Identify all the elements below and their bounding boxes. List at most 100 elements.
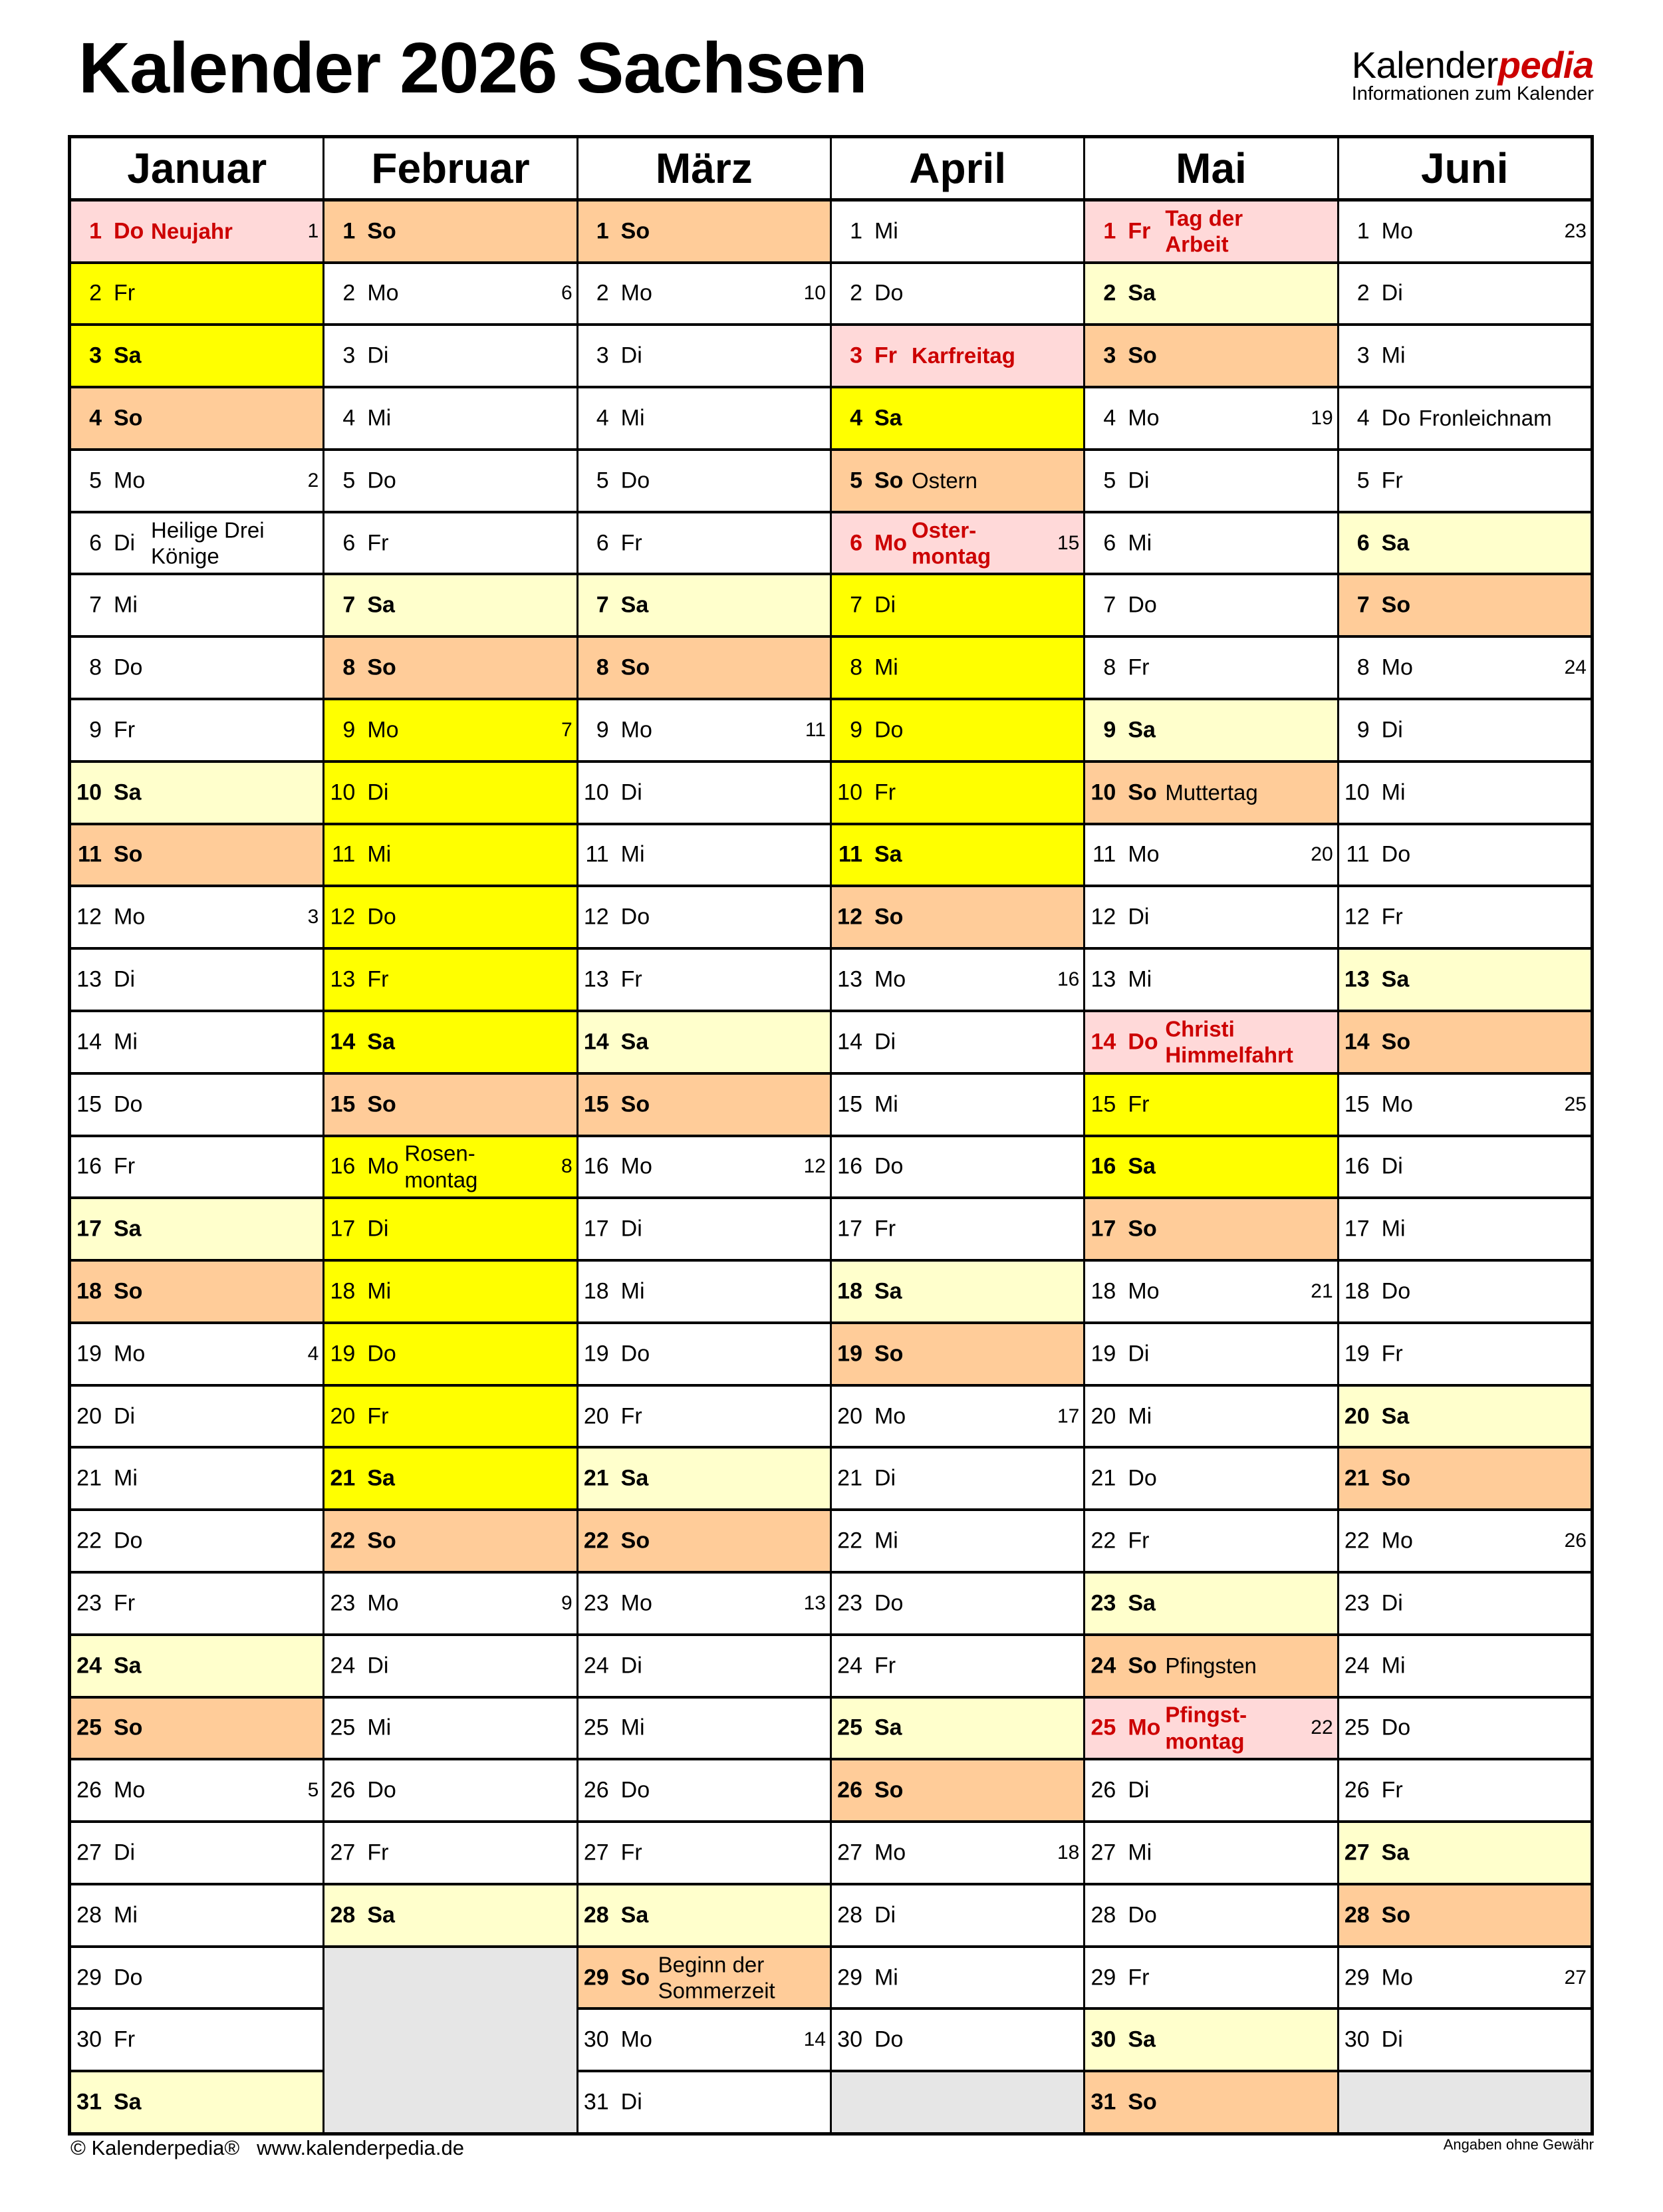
week-number: 3 [307,906,319,928]
day-note: Christi Himmelfahrt [1165,1016,1293,1067]
day-number: 27 [1090,1840,1116,1866]
weekday: Do [1381,841,1411,867]
weekday: Di [114,530,136,556]
day-cell: 19 Do [324,1323,576,1387]
day-number: 13 [76,966,102,992]
weekday: Sa [114,779,142,805]
day-cell: 16 Sa [1085,1137,1337,1200]
day-cell: 30 Fr [71,2010,323,2073]
day-cell: 5 So Ostern [831,450,1084,513]
weekday: Mi [874,654,898,680]
day-number: 8 [89,654,102,680]
day-number: 19 [1090,1341,1116,1367]
day-number: 7 [850,592,862,618]
weekday: So [367,1528,396,1554]
day-number: 15 [1344,1091,1370,1117]
day-cell: 6 Sa [1339,513,1591,576]
day-number: 18 [76,1278,102,1304]
day-cell: 12 Fr [1339,887,1591,950]
day-number: 26 [837,1777,862,1803]
day-number: 30 [837,2026,862,2052]
day-number: 19 [76,1341,102,1367]
day-cell: 9 Do [831,700,1084,763]
day-cell: 27 Fr [324,1823,576,1885]
month-column: Juni 1 Mo 23 2 Di 3 Mi 4 Do Fronleichnam 5 Fr 6 Sa 7 So 8… [1339,138,1591,2132]
day-cell: 8 Mo 24 [1339,638,1591,701]
day-cell: 4 Mi [578,388,830,451]
day-number: 26 [1090,1777,1116,1803]
weekday: Di [367,1216,389,1242]
weekday: Mi [1381,779,1406,805]
day-cell: 30 Sa [1085,2010,1337,2073]
day-number: 17 [76,1216,102,1242]
day-number: 22 [1344,1528,1370,1554]
weekday: Mi [1128,1403,1152,1429]
day-number: 25 [76,1715,102,1740]
day-number: 11 [78,841,102,867]
day-number: 25 [1344,1715,1370,1740]
day-cell: 10 So Muttertag [1085,762,1337,825]
day-cell: 18 Mi [578,1262,830,1324]
day-cell: 12 Mo 3 [71,887,323,950]
day-number: 9 [596,717,609,743]
weekday: Sa [1128,2026,1156,2052]
day-cell: 27 Di [71,1823,323,1885]
day-cell: 15 Do [71,1075,323,1137]
day-cell: 2 Do [831,264,1084,327]
weekday: Mi [874,1528,898,1554]
weekday: Sa [1128,280,1156,306]
day-cell: 21 Do [1085,1449,1337,1512]
day-cell: 29 So Beginn der Sommerzeit [578,1947,830,2010]
day-number: 24 [1344,1653,1370,1679]
weekday: So [874,1777,904,1803]
day-cell: 31 Di [578,2072,830,2132]
day-number: 20 [583,1403,609,1429]
day-number: 4 [596,405,609,431]
weekday: Mi [367,405,392,431]
week-number: 13 [803,1591,826,1614]
weekday: So [1128,779,1157,805]
day-number: 18 [1344,1278,1370,1304]
weekday: Do [1128,1465,1157,1491]
weekday: Mo [620,1153,652,1179]
week-number: 20 [1311,843,1333,866]
day-cell: 16 Mo Rosen- montag 8 [324,1137,576,1200]
day-cell: 14 Do Christi Himmelfahrt [1085,1012,1337,1075]
weekday: Do [1128,1902,1157,1928]
weekday: So [114,841,143,867]
day-number: 28 [583,1902,609,1928]
day-number: 12 [583,904,609,930]
day-cell: 1 Fr Tag der Arbeit [1085,201,1337,264]
day-cell: 7 Di [831,575,1084,638]
weekday: So [620,1528,650,1554]
day-cell: 16 Fr [71,1137,323,1200]
day-number: 3 [1103,343,1116,368]
day-number: 9 [342,717,356,743]
day-cell: 10 Sa [71,762,323,825]
day-note: Ostern [911,468,978,493]
day-cell: 3 Di [578,326,830,389]
day-cell: 18 Do [1339,1262,1591,1324]
day-cell: 5 Mo 2 [71,451,323,513]
week-number: 16 [1057,968,1080,991]
day-cell: 10 Di [324,762,576,825]
weekday: Sa [367,1902,395,1928]
day-cell: 8 Mi [831,638,1084,701]
day-cell: 19 So [831,1323,1084,1387]
day-number: 18 [583,1278,609,1304]
week-number: 4 [307,1342,319,1365]
weekday: Do [367,1341,396,1367]
weekday: Mo [620,280,652,306]
day-cell: 5 Do [324,451,576,513]
weekday: Fr [1381,1777,1403,1803]
day-number: 12 [76,904,102,930]
kalenderpedia-logo[interactable]: Kalenderpedia Informationen zum Kalender [1352,47,1594,105]
weekday: Do [1128,592,1157,618]
week-number: 8 [561,1155,573,1178]
day-cell: 26 Fr [1339,1760,1591,1824]
day-cell: 17 Di [578,1199,830,1262]
day-note: Rosen- montag [404,1141,478,1192]
weekday: Di [367,1653,389,1679]
month-header: Mai [1085,138,1337,202]
weekday: Sa [1381,966,1410,992]
